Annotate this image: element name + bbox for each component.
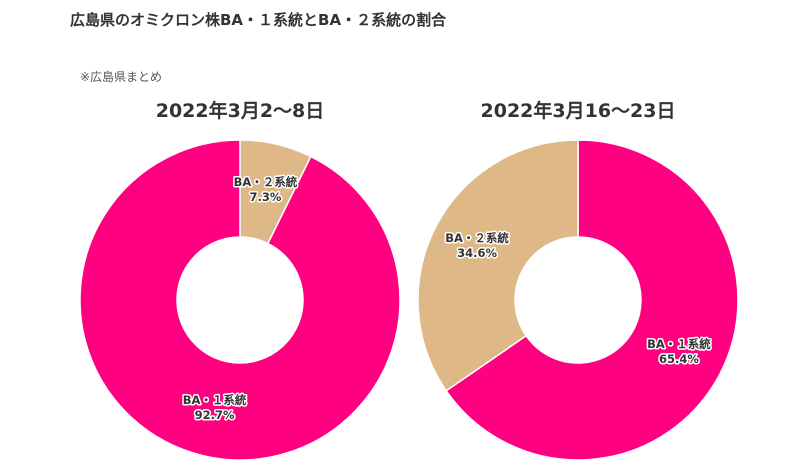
page-title: 広島県のオミクロン株BA・１系統とBA・２系統の割合 <box>70 11 447 29</box>
slice-value-label: 65.4% <box>659 352 699 366</box>
slice-value-label: 92.7% <box>195 408 235 422</box>
chart-title: 2022年3月16〜23日 <box>481 99 676 122</box>
slice-label: BA・１系統 <box>183 393 247 407</box>
slice-value-label: 7.3% <box>250 190 282 204</box>
slice-label: BA・２系統 <box>234 175 298 189</box>
slice-value-label: 34.6% <box>457 246 497 260</box>
pie-slice <box>79 139 401 461</box>
slice-label: BA・２系統 <box>445 231 509 245</box>
pie-slice <box>445 139 739 461</box>
pie-slice <box>417 139 579 392</box>
source-note: ※広島県まとめ <box>80 70 163 84</box>
chart-title: 2022年3月2〜8日 <box>156 99 325 122</box>
slice-label: BA・１系統 <box>647 337 711 351</box>
